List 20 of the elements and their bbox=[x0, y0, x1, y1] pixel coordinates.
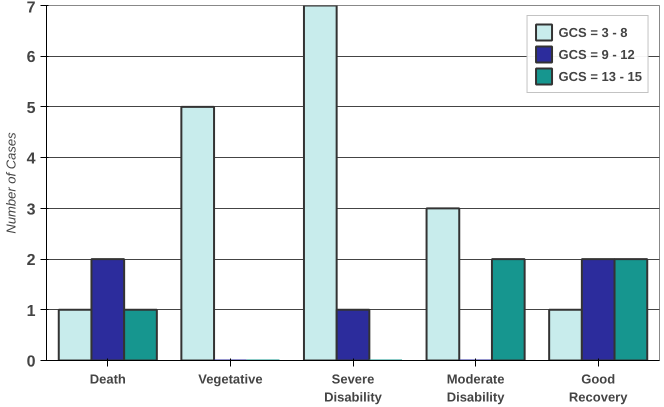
y-tick-label: 2 bbox=[26, 252, 36, 270]
x-tick-label: Vegetative bbox=[198, 372, 263, 386]
legend-label: GCS = 13 - 15 bbox=[558, 68, 642, 84]
x-tick-label: Death bbox=[90, 372, 126, 386]
y-tick-label: 5 bbox=[26, 100, 36, 117]
y-tick-label: 1 bbox=[26, 302, 36, 320]
bar bbox=[180, 106, 216, 360]
legend-label: GCS = 9 - 12 bbox=[558, 46, 635, 62]
y-tick-label: 6 bbox=[26, 49, 36, 66]
x-tick-label: Good Recovery bbox=[568, 372, 628, 404]
x-tick-label: Severe Disability bbox=[324, 372, 383, 404]
y-tick-label: 3 bbox=[26, 201, 36, 218]
bar bbox=[490, 258, 526, 360]
x-tick-label: Moderate Disability bbox=[446, 372, 506, 404]
y-tick-label: 7 bbox=[26, 0, 36, 16]
bar bbox=[426, 207, 460, 360]
y-tick-label: 0 bbox=[26, 354, 36, 370]
y-axis-title: Number of Cases bbox=[4, 132, 19, 234]
legend-label: GCS = 3 - 8 bbox=[558, 24, 628, 40]
y-tick-label: 4 bbox=[26, 150, 36, 168]
